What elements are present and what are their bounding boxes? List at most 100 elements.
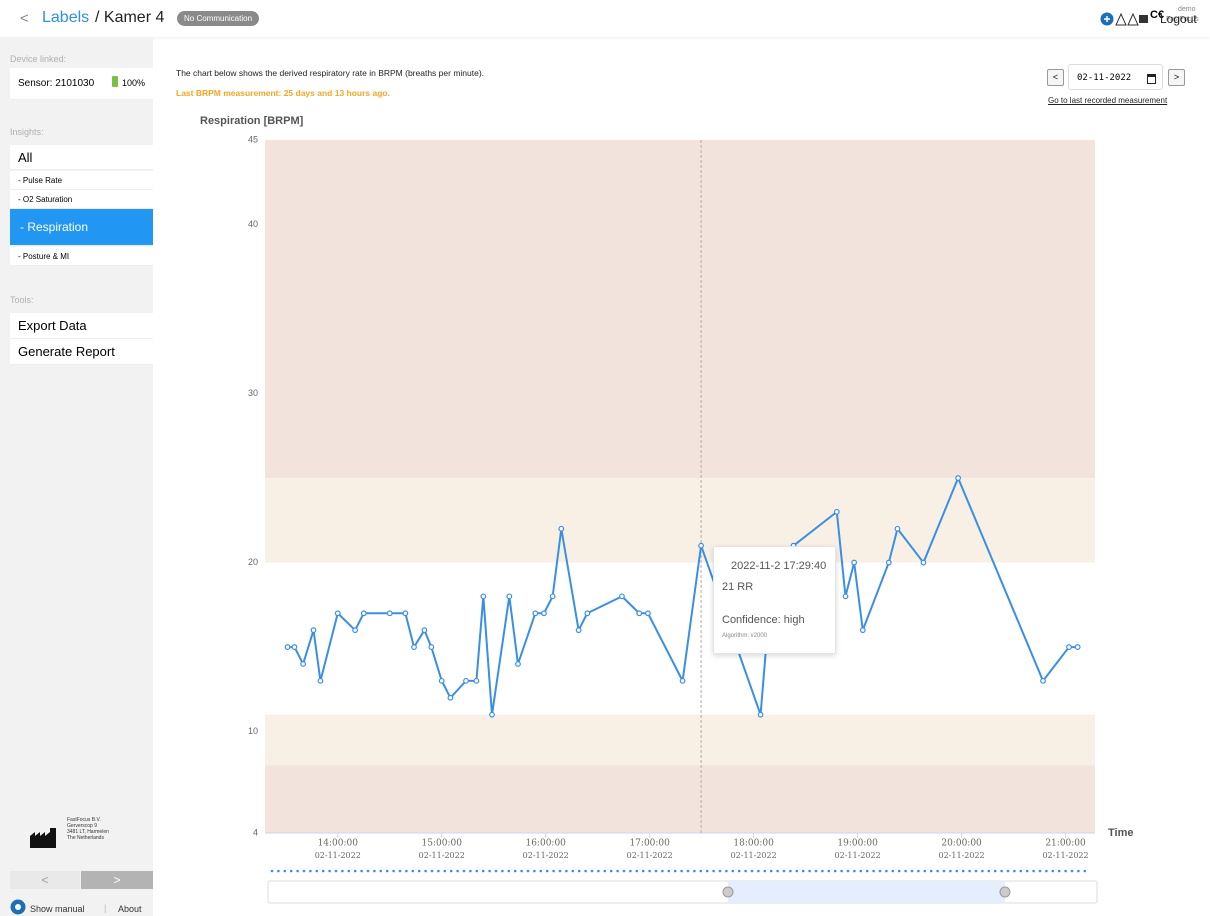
navigator-dot [705,869,709,873]
navigator-dot [961,869,965,873]
x-tick-date: 02-11-2022 [939,851,985,860]
navigator-dot [782,869,786,873]
navigator-dot [1083,869,1087,873]
navigator-dot [481,869,485,873]
logout-label[interactable]: Logout [1160,12,1197,26]
address-line: FastFocus B.V. [67,817,101,823]
nav-item[interactable]: - O2 Saturation [10,190,153,209]
data-point [1066,644,1072,650]
navigator-dot [808,869,811,873]
navigator-dot [904,869,907,873]
data-point [558,525,565,532]
navigator-dot [1045,869,1048,873]
about-link[interactable]: About [118,904,142,914]
tool-item[interactable]: Export Data [10,313,153,339]
navigator-dot [603,869,607,873]
tooltip-algorithm: Algorithm: v2000 [722,633,768,639]
navigator-dot [417,869,421,873]
x-tick-date: 02-11-2022 [731,851,777,860]
navigator-dot [289,869,293,873]
next-button[interactable]: > [81,871,153,889]
navigator-dot [1070,869,1074,873]
prev-button[interactable]: < [10,871,80,889]
last-measurement-link[interactable]: Go to last recorded measurement [1048,96,1168,105]
navigator-dot [501,869,504,873]
navigator-dot [1077,869,1080,873]
navigator-dot [1013,869,1016,873]
data-point [291,644,298,650]
navigator-dot [430,869,434,873]
data-point [447,694,454,701]
date-prev[interactable]: < [1047,69,1064,86]
data-point [515,661,521,667]
nav-item[interactable]: All [10,145,153,170]
data-point [532,610,539,617]
tooltip-confidence: Confidence: high [722,614,805,626]
navigator-dot [942,869,946,873]
date-next[interactable]: > [1168,69,1185,86]
navigator-dot [744,869,747,873]
header: < Labels / Kamer 4 No Communication C€ d… [0,0,1210,37]
threshold-band [265,765,1095,833]
navigator-dot [1038,869,1042,873]
data-point [352,627,359,634]
data-point [698,542,704,549]
tooltip-time: 2022-11-2 17:29:40 [731,560,827,572]
navigator-dot [686,869,690,873]
navigator-dot [552,869,555,873]
navigator-handle [999,886,1011,898]
navigator-dot [379,869,383,873]
navigator-dot [1064,869,1067,873]
back-button[interactable]: < [20,10,29,27]
nav-item[interactable]: - Respiration [10,209,153,246]
data-point [859,627,866,634]
navigator-dot [680,869,683,873]
x-tick-label: 19:00:00 [837,839,878,849]
data-point [549,593,556,600]
navigator-dot [987,869,991,873]
navigator-dot [673,869,677,873]
nav-item[interactable]: - Pulse Rate [10,171,153,190]
nav-item[interactable]: - Posture & MI [10,247,153,266]
navigator-dot [609,869,613,873]
navigator-dot [520,869,523,873]
navigator-dot [494,869,498,873]
navigator-dot [424,869,427,873]
navigator-dot [712,869,715,873]
data-point [575,627,582,634]
navigator-dot [891,869,895,873]
data-point [438,677,445,684]
navigator-dot [1006,869,1010,873]
navigator-dot [853,869,856,873]
threshold-band [265,714,1095,766]
navigator-dot [725,869,728,873]
data-point [894,525,901,532]
chart: 4 10 20 30 40 45 14:00:00 02-11-2022 15:00:00 02-… [200,115,1133,904]
navigator-dot [833,869,837,873]
navigator-dot [616,869,619,873]
navigator-dot [443,869,447,873]
section-heading: Tools: [10,295,34,305]
data-point [473,677,480,684]
sensor-label: Sensor: 2101030 [18,78,95,89]
y-tick-label: 20 [248,557,258,567]
sensor-row: Sensor: 2101030 100% [10,68,153,100]
data-point [851,559,858,566]
tool-item[interactable]: Generate Report [10,339,153,365]
battery-icon [112,76,118,87]
navigator-dot [334,869,338,873]
navigator-dot [571,869,575,873]
navigator-selection [728,881,1005,903]
date-input[interactable]: 02-11-2022 [1068,64,1163,90]
data-point [885,559,892,566]
breadcrumb-link[interactable]: Labels [42,9,90,26]
manual-link[interactable]: Show manual [30,904,85,914]
navigator-dot [923,869,927,873]
y-tick-label: 45 [248,134,258,144]
data-point [386,610,393,617]
data-point [428,644,435,650]
navigator-dot [635,869,639,873]
data-point [506,593,513,600]
data-point [636,610,643,617]
navigator-dot [693,869,696,873]
